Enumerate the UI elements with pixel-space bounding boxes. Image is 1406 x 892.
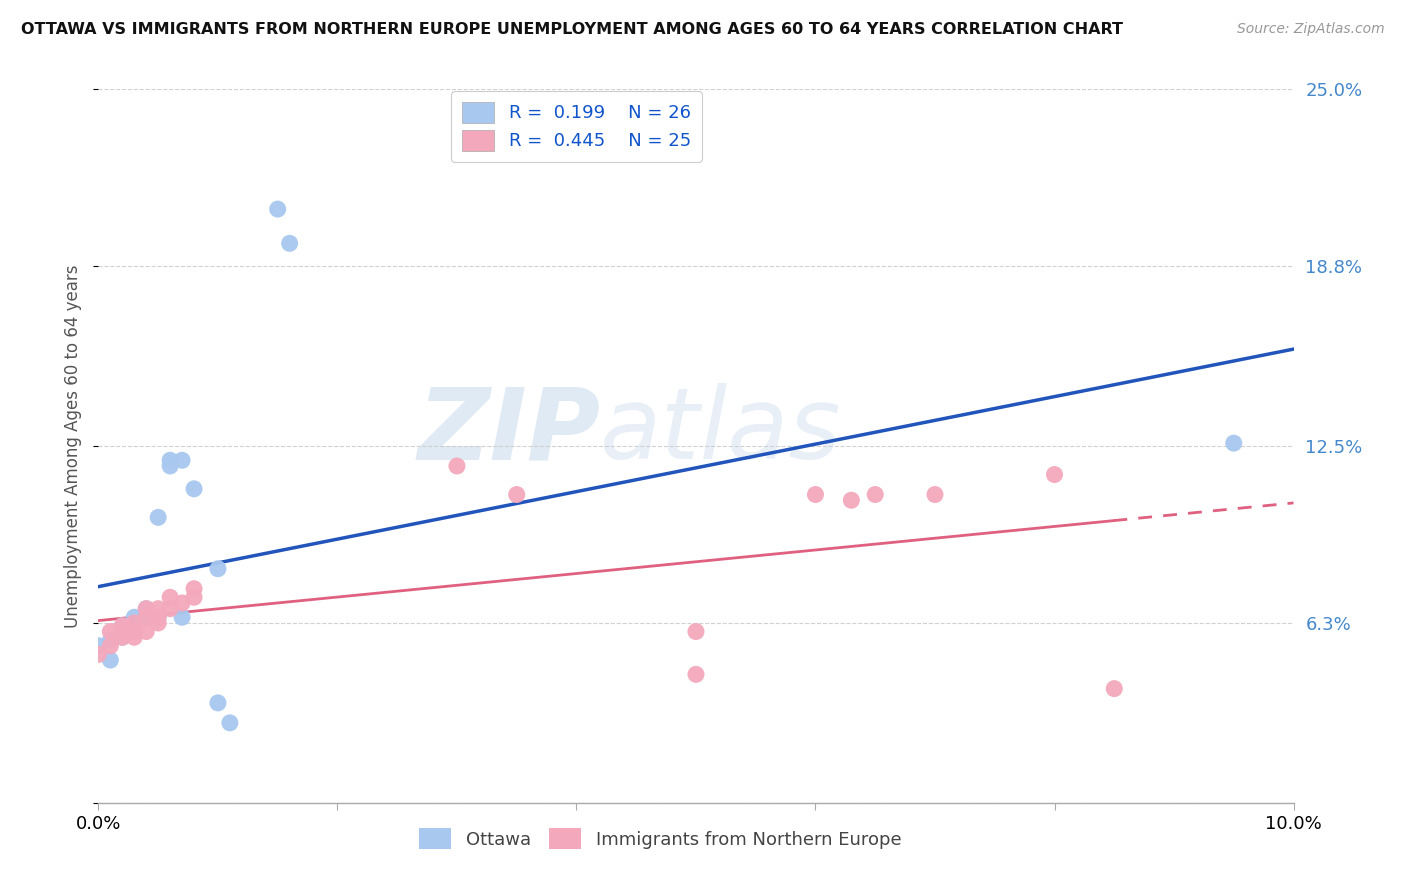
Point xyxy=(98,639,122,653)
Point xyxy=(1104,681,1126,696)
Point xyxy=(183,591,205,605)
Point xyxy=(172,610,194,624)
Point xyxy=(506,487,529,501)
Point xyxy=(159,591,181,605)
Point xyxy=(124,619,146,633)
Point xyxy=(124,610,146,624)
Point xyxy=(135,601,157,615)
Point xyxy=(98,633,122,648)
Point xyxy=(148,610,170,624)
Point xyxy=(111,624,134,639)
Point xyxy=(278,236,301,251)
Point xyxy=(135,610,157,624)
Point xyxy=(135,610,157,624)
Text: atlas: atlas xyxy=(600,384,842,480)
Point xyxy=(135,624,157,639)
Point xyxy=(135,610,157,624)
Point xyxy=(124,624,146,639)
Point xyxy=(124,615,146,630)
Point xyxy=(172,453,194,467)
Point xyxy=(98,653,122,667)
Point xyxy=(865,487,887,501)
Point xyxy=(111,619,134,633)
Point xyxy=(135,601,157,615)
Text: Source: ZipAtlas.com: Source: ZipAtlas.com xyxy=(1237,22,1385,37)
Point xyxy=(111,619,134,633)
Point xyxy=(267,202,290,216)
Point xyxy=(685,667,707,681)
Point xyxy=(124,630,146,644)
Point xyxy=(183,482,205,496)
Point xyxy=(841,493,863,508)
Point xyxy=(148,615,170,630)
Point xyxy=(124,624,146,639)
Point xyxy=(685,624,707,639)
Point xyxy=(148,510,170,524)
Point xyxy=(148,610,170,624)
Point xyxy=(207,562,229,576)
Point xyxy=(159,601,181,615)
Point xyxy=(98,624,122,639)
Point xyxy=(446,458,468,473)
Point xyxy=(207,696,229,710)
Point xyxy=(87,648,110,662)
Point xyxy=(111,624,134,639)
Point xyxy=(219,715,242,730)
Point xyxy=(1223,436,1246,450)
Point xyxy=(159,453,181,467)
Point xyxy=(148,601,170,615)
Point xyxy=(172,596,194,610)
Point xyxy=(1043,467,1066,482)
Point xyxy=(159,458,181,473)
Text: OTTAWA VS IMMIGRANTS FROM NORTHERN EUROPE UNEMPLOYMENT AMONG AGES 60 TO 64 YEARS: OTTAWA VS IMMIGRANTS FROM NORTHERN EUROP… xyxy=(21,22,1123,37)
Text: ZIP: ZIP xyxy=(418,384,600,480)
Point xyxy=(124,615,146,630)
Point xyxy=(111,630,134,644)
Point xyxy=(183,582,205,596)
Point xyxy=(87,639,110,653)
Point xyxy=(924,487,946,501)
Legend: Ottawa, Immigrants from Northern Europe: Ottawa, Immigrants from Northern Europe xyxy=(409,819,911,858)
Point xyxy=(804,487,827,501)
Point xyxy=(111,630,134,644)
Y-axis label: Unemployment Among Ages 60 to 64 years: Unemployment Among Ages 60 to 64 years xyxy=(65,264,83,628)
